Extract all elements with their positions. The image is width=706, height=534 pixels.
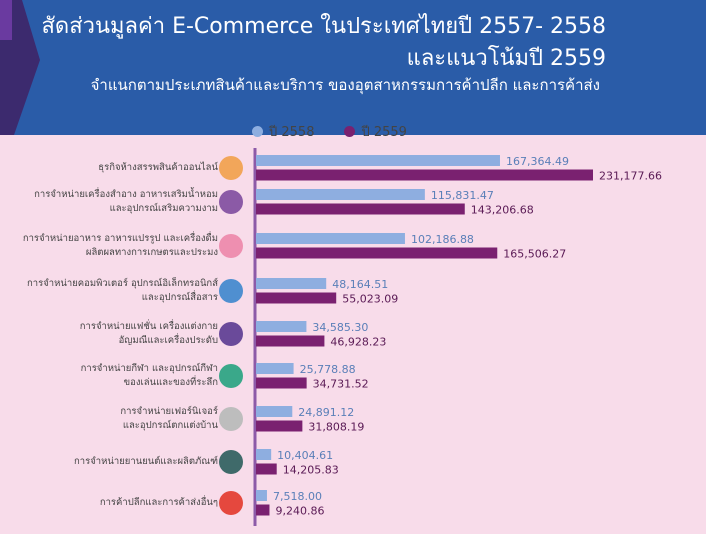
category-label: การจำหน่ายกีฬา และอุปกรณ์กีฬาของเล่นและข…: [81, 362, 218, 390]
data-label: 7,518.00: [273, 490, 322, 503]
data-label: 46,928.23: [330, 336, 386, 349]
bar-2558: [256, 278, 327, 289]
data-label: 14,205.83: [283, 464, 339, 477]
chart-title: สัดส่วนมูลค่า E-Commerce ในประเทศไทยปี 2…: [41, 14, 606, 39]
bar-2559: [256, 504, 270, 516]
category-label-line: และอุปกรณ์ตกแต่งบ้าน: [122, 420, 218, 431]
data-label: 31,808.19: [308, 421, 364, 434]
car-icon: [219, 450, 243, 474]
bar-2558: [256, 363, 294, 374]
shop-icon: [219, 491, 243, 515]
bar-2559: [256, 335, 325, 347]
data-label: 9,240.86: [275, 505, 324, 518]
data-label: 48,164.51: [332, 278, 388, 291]
bar-2558: [256, 406, 293, 417]
category-label-line: การจำหน่ายกีฬา และอุปกรณ์กีฬา: [80, 363, 218, 374]
category-label-line: และอุปกรณ์สื่อสาร: [141, 292, 218, 303]
bar-2559: [256, 203, 465, 215]
chart-title-line2: และแนวโน้มปี 2559: [406, 46, 606, 71]
data-label: 55,023.09: [342, 293, 398, 306]
category-label-line: การจำหน่ายแฟชั่น เครื่องแต่งกาย: [79, 321, 218, 332]
bar-2558: [256, 189, 425, 200]
bar-2559: [256, 377, 307, 389]
data-label: 115,831.47: [431, 189, 494, 202]
data-label: 231,177.66: [599, 170, 662, 183]
bar-2558: [256, 321, 307, 332]
category-label: การค้าปลีกและการค้าส่งอื่นๆ: [100, 496, 218, 510]
bar-2558: [256, 233, 405, 244]
bar-2559: [256, 169, 593, 181]
data-label: 143,206.68: [471, 204, 534, 217]
data-label: 10,404.61: [277, 449, 333, 462]
category-label-line: และอุปกรณ์เสริมความงาม: [109, 203, 218, 214]
computer-icon: [219, 279, 243, 303]
data-label: 102,186.88: [411, 233, 474, 246]
category-label: การจำหน่ายอาหาร อาหารแปรรูป และเครื่องดื…: [23, 232, 218, 260]
category-label-line: การจำหน่ายเฟอร์นิเจอร์: [120, 406, 218, 417]
burger-icon: [219, 234, 243, 258]
category-label-line: การจำหน่ายอาหาร อาหารแปรรูป และเครื่องดื…: [22, 233, 218, 244]
data-label: 34,585.30: [312, 321, 368, 334]
data-label: 24,891.12: [298, 406, 354, 419]
data-label: 25,778.88: [300, 363, 356, 376]
bar-2559: [256, 247, 498, 259]
header-banner: [0, 0, 706, 135]
category-label: การจำหน่ายเฟอร์นิเจอร์และอุปกรณ์ตกแต่งบ้…: [120, 405, 218, 433]
category-label-line: การจำหน่ายยานยนต์และผลิตภัณฑ์: [74, 456, 218, 467]
basketball-icon: [219, 364, 243, 388]
category-label-line: ผลิตผลทางการเกษตรและประมง: [85, 247, 218, 258]
category-label: การจำหน่ายเครื่องสำอาง อาหารเสริมน้ำหอมแ…: [34, 188, 218, 216]
legend-item-2558: ปี 2558: [252, 121, 314, 142]
category-label-line: การค้าปลีกและการค้าส่งอื่นๆ: [99, 497, 218, 508]
dress-icon: [219, 322, 243, 346]
data-label: 34,731.52: [313, 378, 369, 391]
chart-subtitle: จำแนกตามประเภทสินค้าและบริการ ของอุตสาหก…: [90, 76, 600, 94]
data-label: 167,364.49: [506, 155, 569, 168]
legend-swatch: [344, 126, 356, 137]
category-label-line: การจำหน่ายคอมพิวเตอร์ อุปกรณ์อิเล็กทรอนิ…: [27, 278, 218, 289]
bar-2559: [256, 420, 303, 432]
category-label: การจำหน่ายแฟชั่น เครื่องแต่งกายอัญมณีและ…: [80, 320, 218, 348]
category-label-line: การจำหน่ายเครื่องสำอาง อาหารเสริมน้ำหอม: [34, 189, 218, 200]
bar-2558: [256, 490, 267, 501]
bar-2559: [256, 292, 337, 304]
category-label-line: ของเล่นและของที่ระลึก: [123, 377, 218, 388]
store-icon: [219, 156, 243, 180]
legend-item-2559: ปี 2559: [344, 121, 407, 142]
legend: ปี 2558 ปี 2559: [252, 121, 407, 142]
bar-2558: [256, 155, 500, 166]
bar-2558: [256, 449, 272, 460]
sofa-icon: [219, 407, 243, 431]
category-label-line: ธุรกิจห้างสรรพสินค้าออนไลน์: [98, 162, 218, 173]
category-label: การจำหน่ายยานยนต์และผลิตภัณฑ์: [74, 455, 218, 469]
category-label: การจำหน่ายคอมพิวเตอร์ อุปกรณ์อิเล็กทรอนิ…: [27, 277, 218, 305]
data-label: 165,506.27: [503, 248, 566, 261]
category-label-line: อัญมณีและเครื่องประดับ: [118, 335, 218, 346]
category-label: ธุรกิจห้างสรรพสินค้าออนไลน์: [98, 161, 218, 175]
cosmetics-icon: [219, 190, 243, 214]
legend-swatch: [252, 126, 263, 137]
bar-2559: [256, 463, 277, 475]
